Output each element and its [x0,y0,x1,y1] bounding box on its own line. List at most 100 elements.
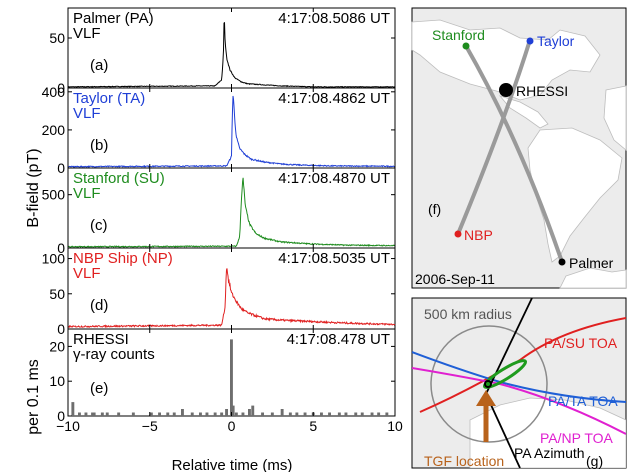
count-bar [181,409,184,416]
panel-e-time: 4:17:08.478 UT [287,331,390,348]
panel-c-station: Stanford (SU) [73,170,165,187]
count-bar [360,412,364,416]
tgf-location-label: TGF location [424,453,504,469]
x-axis-label: Relative time (ms) [172,457,293,472]
count-bar [241,412,245,416]
map-g-panel-label: (g) [586,453,603,469]
error-ellipse [482,359,528,389]
panel-b-label: (b) [90,137,108,154]
site-palmer-label: Palmer [569,255,614,271]
toa-label-pa-su: PA/SU TOA [544,335,618,351]
y-tick-label: 200 [42,122,66,138]
site-taylor-label: Taylor [537,33,575,49]
count-bar [71,402,75,416]
series-line-b [67,95,396,168]
site-nbp-label: NBP [464,227,493,243]
y-tick-label: 0 [57,240,65,256]
series-line-a [67,22,396,88]
count-bar [149,412,153,416]
count-bar [320,412,323,416]
count-bar [230,339,233,416]
panel-a-station: Palmer (PA) [73,10,154,27]
panel-c-label: (c) [90,217,108,234]
x-tick-label: −10 [56,418,80,434]
panel-d-station: NBP Ship (NP) [73,250,173,267]
count-bar [78,412,81,416]
panel-a-kind: VLF [73,25,101,42]
panel-d-kind: VLF [73,265,101,282]
radius-label: 500 km radius [424,306,512,322]
count-bar [251,405,255,416]
x-tick-label: 10 [387,418,403,434]
panel-a-frame [67,7,396,89]
toa-label-pa-np: PA/NP TOA [540,430,614,446]
panel-d-label: (d) [90,297,108,314]
count-bar [248,409,251,416]
count-bar [158,412,161,416]
panel-e-station: RHESSI [73,331,129,348]
panel-c: 0 500 Stanford (SU)VLF (c) 4:17:08.4870 UT [42,167,396,256]
y-tick-label: 400 [42,84,66,100]
path-taylor-nbp [456,38,532,236]
antarctic-land [559,267,627,289]
panel-b-kind: VLF [73,105,101,122]
count-bar [213,412,217,416]
x-tick-label: 5 [309,418,317,434]
panel-a: 0 50 Palmer (PA)VLF (a) 4:17:08.5086 UT [49,7,396,96]
count-bar [344,412,348,416]
x-tick-label: 0 [228,418,236,434]
count-bar [91,412,94,416]
panel-e-kind: γ-ray counts [73,346,155,363]
count-bar [199,412,202,416]
panel-c-frame [67,167,396,249]
y-tick-label: 0 [57,408,65,424]
y-tick-label: 0 [57,160,65,176]
site-taylor-marker [526,37,534,45]
y-axis-label-counts: per 0.1 ms [25,359,42,435]
map-panel-f: Stanford Taylor RHESSI NBP Palmer (f) 20… [411,7,627,289]
africa-land [603,85,627,151]
site-rhessi-label: RHESSI [516,83,568,99]
y-tick-label: 10 [49,373,65,389]
panel-a-time: 4:17:08.5086 UT [278,10,390,27]
count-bar [84,412,88,416]
y-tick-label: 0 [57,80,65,96]
panel-c-kind: VLF [73,185,101,202]
map-f-panel-label: (f) [428,201,441,217]
count-bar [295,412,299,416]
panel-d: 0 50 100 NBP Ship (NP)VLF (d) 4:17:08.5035 UT [42,247,396,337]
site-stanford-label: Stanford [432,27,485,43]
count-bar [131,412,135,416]
central-america-land [498,95,549,129]
y-tick-label: 0 [57,321,65,337]
map-f-date: 2006-Sep-11 [415,271,495,287]
site-stanford-marker [462,42,470,50]
site-rhessi-marker [499,83,513,97]
count-bar [370,412,374,416]
tgf-location-dot [486,382,490,386]
count-bar [172,412,176,416]
panel-c-time: 4:17:08.4870 UT [278,170,390,187]
count-bar [303,412,307,416]
count-bar [234,412,238,416]
count-bar [385,412,389,416]
tgf-arrow-head [476,390,496,406]
path-stanford-palmer [464,44,564,264]
count-bar [231,405,235,416]
panel-b-time: 4:17:08.4862 UT [278,90,390,107]
count-bar [117,412,121,416]
count-bar [220,412,224,416]
count-bar [166,412,170,416]
count-bar [225,409,228,416]
site-nbp-marker [454,230,462,238]
toa-label-pa-ta: PA/TA TOA [548,393,618,409]
x-tick-label: −5 [142,418,158,434]
panel-b: 0 200 400 Taylor (TA)VLF (b) 4:17:08.4862 UT [42,84,396,176]
radius-circle [430,325,548,443]
y-tick-label: 50 [49,30,65,46]
map-panel-g: 500 km radius PA/SU TOA PA/TA TOA PA/NP … [411,297,627,469]
y-tick-label: 50 [49,286,65,302]
panel-d-time: 4:17:08.5035 UT [278,250,390,267]
